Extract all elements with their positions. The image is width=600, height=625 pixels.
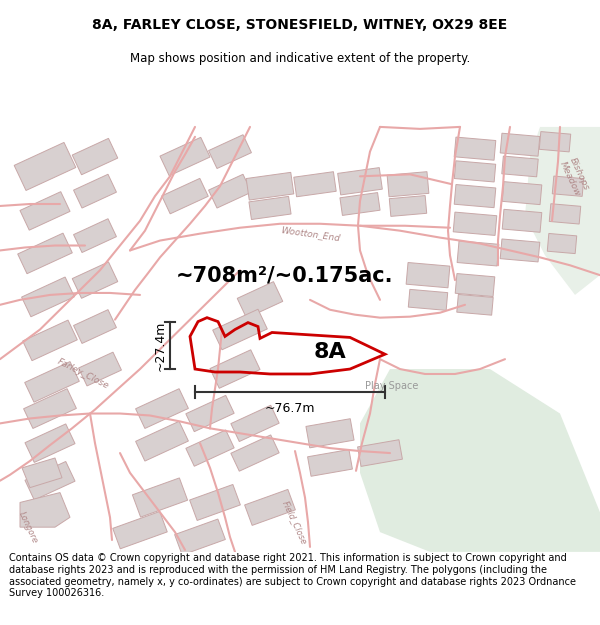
Polygon shape xyxy=(454,184,496,208)
Polygon shape xyxy=(387,172,429,197)
Polygon shape xyxy=(453,212,497,236)
Text: 8A, FARLEY CLOSE, STONESFIELD, WITNEY, OX29 8EE: 8A, FARLEY CLOSE, STONESFIELD, WITNEY, O… xyxy=(92,18,508,32)
Text: Longore: Longore xyxy=(17,510,39,544)
Polygon shape xyxy=(245,489,295,526)
Polygon shape xyxy=(25,424,75,462)
Polygon shape xyxy=(358,440,403,466)
Polygon shape xyxy=(186,396,234,432)
Polygon shape xyxy=(547,234,577,254)
Polygon shape xyxy=(389,196,427,216)
Polygon shape xyxy=(455,274,495,296)
Polygon shape xyxy=(457,241,499,266)
Polygon shape xyxy=(308,449,352,476)
Text: Farley_Close: Farley_Close xyxy=(56,357,110,391)
Polygon shape xyxy=(502,182,542,204)
Text: Field_Close: Field_Close xyxy=(281,499,309,546)
Polygon shape xyxy=(22,458,62,488)
Polygon shape xyxy=(17,233,73,274)
Polygon shape xyxy=(136,389,188,429)
Polygon shape xyxy=(22,277,74,317)
Polygon shape xyxy=(502,209,542,232)
Polygon shape xyxy=(552,176,584,196)
Polygon shape xyxy=(23,320,77,361)
Text: ~708m²/~0.175ac.: ~708m²/~0.175ac. xyxy=(176,265,394,285)
Text: Contains OS data © Crown copyright and database right 2021. This information is : Contains OS data © Crown copyright and d… xyxy=(9,553,576,598)
Polygon shape xyxy=(454,161,496,182)
Polygon shape xyxy=(525,127,600,295)
Polygon shape xyxy=(14,142,76,191)
Polygon shape xyxy=(209,135,251,169)
Polygon shape xyxy=(500,239,540,262)
Polygon shape xyxy=(246,173,294,200)
Polygon shape xyxy=(294,172,336,197)
Polygon shape xyxy=(25,362,79,402)
Text: ~76.7m: ~76.7m xyxy=(265,402,315,414)
Polygon shape xyxy=(72,262,118,298)
Polygon shape xyxy=(249,196,291,219)
Polygon shape xyxy=(20,192,70,230)
Polygon shape xyxy=(25,461,75,500)
Polygon shape xyxy=(406,262,450,288)
Polygon shape xyxy=(539,132,571,152)
Polygon shape xyxy=(23,389,76,429)
Polygon shape xyxy=(502,156,538,177)
Text: Play Space: Play Space xyxy=(365,381,418,391)
Polygon shape xyxy=(190,484,241,521)
Polygon shape xyxy=(237,282,283,318)
Polygon shape xyxy=(231,435,279,471)
Text: ~27.4m: ~27.4m xyxy=(154,320,167,371)
Polygon shape xyxy=(72,138,118,175)
Polygon shape xyxy=(408,289,448,311)
Polygon shape xyxy=(74,219,116,253)
Polygon shape xyxy=(175,519,226,555)
Polygon shape xyxy=(340,192,380,216)
Polygon shape xyxy=(500,133,540,156)
Text: Bishops
Meadow: Bishops Meadow xyxy=(559,155,592,198)
Polygon shape xyxy=(186,430,234,466)
Polygon shape xyxy=(20,492,70,527)
Polygon shape xyxy=(360,369,600,552)
Text: Map shows position and indicative extent of the property.: Map shows position and indicative extent… xyxy=(130,52,470,64)
Polygon shape xyxy=(160,138,210,176)
Polygon shape xyxy=(231,405,279,441)
Polygon shape xyxy=(212,309,268,350)
Polygon shape xyxy=(549,204,581,224)
Polygon shape xyxy=(209,174,251,208)
Text: Wootton_End: Wootton_End xyxy=(280,225,340,242)
Polygon shape xyxy=(136,421,188,461)
Polygon shape xyxy=(113,511,167,549)
Polygon shape xyxy=(210,350,260,388)
Polygon shape xyxy=(338,168,382,195)
Polygon shape xyxy=(74,174,116,208)
Polygon shape xyxy=(457,294,493,315)
Polygon shape xyxy=(454,137,496,160)
Text: 8A: 8A xyxy=(314,342,346,362)
Polygon shape xyxy=(74,309,116,344)
Polygon shape xyxy=(306,419,354,448)
Polygon shape xyxy=(133,478,188,517)
Polygon shape xyxy=(162,178,208,214)
Polygon shape xyxy=(79,352,121,386)
